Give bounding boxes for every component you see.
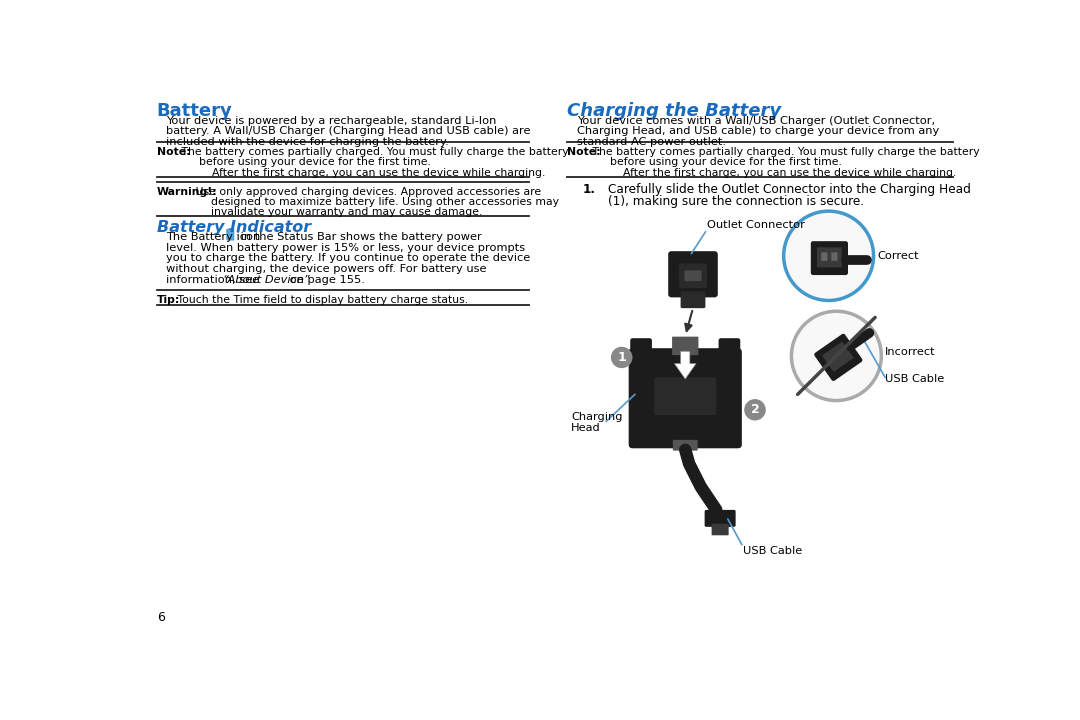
Circle shape [745, 400, 765, 420]
Text: Charging: Charging [571, 412, 623, 422]
Text: in the Status Bar shows the battery power: in the Status Bar shows the battery powe… [237, 232, 482, 242]
Text: without charging, the device powers off. For battery use: without charging, the device powers off.… [166, 264, 486, 274]
Text: Your device comes with a Wall/USB Charger (Outlet Connector,: Your device comes with a Wall/USB Charge… [577, 116, 935, 126]
FancyBboxPatch shape [673, 440, 698, 451]
Ellipse shape [792, 311, 881, 400]
FancyBboxPatch shape [811, 241, 848, 275]
Text: 1: 1 [618, 351, 626, 364]
Text: designed to maximize battery life. Using other accessories may: designed to maximize battery life. Using… [211, 197, 559, 207]
FancyBboxPatch shape [631, 338, 652, 366]
FancyBboxPatch shape [629, 348, 742, 449]
Text: before using your device for the first time.: before using your device for the first t… [610, 157, 842, 167]
Text: Tip:: Tip: [157, 295, 180, 305]
FancyBboxPatch shape [672, 337, 699, 355]
Text: before using your device for the first time.: before using your device for the first t… [200, 157, 431, 167]
Text: on page 155.: on page 155. [286, 275, 365, 285]
FancyBboxPatch shape [669, 251, 718, 297]
Text: USB Cable: USB Cable [886, 374, 944, 384]
Text: After the first charge, you can use the device while charging.: After the first charge, you can use the … [623, 168, 957, 178]
Text: invalidate your warranty and may cause damage.: invalidate your warranty and may cause d… [211, 207, 483, 217]
Text: level. When battery power is 15% or less, your device prompts: level. When battery power is 15% or less… [166, 243, 525, 253]
FancyBboxPatch shape [680, 291, 705, 308]
Text: Touch the Time field to display battery charge status.: Touch the Time field to display battery … [174, 295, 468, 305]
FancyBboxPatch shape [712, 523, 729, 535]
Text: 1.: 1. [583, 183, 596, 196]
FancyBboxPatch shape [654, 377, 716, 415]
FancyBboxPatch shape [229, 228, 232, 230]
FancyBboxPatch shape [832, 252, 837, 261]
FancyBboxPatch shape [816, 248, 841, 267]
Text: Carefully slide the Outlet Connector into the Charging Head: Carefully slide the Outlet Connector int… [608, 183, 971, 196]
Text: (1), making sure the connection is secure.: (1), making sure the connection is secur… [608, 195, 864, 208]
Text: Warning!:: Warning!: [157, 187, 217, 197]
Text: Battery: Battery [157, 102, 232, 120]
Text: Your device is powered by a rechargeable, standard Li-Ion: Your device is powered by a rechargeable… [166, 116, 497, 126]
FancyBboxPatch shape [821, 252, 827, 261]
Text: Note:: Note: [157, 147, 190, 157]
FancyBboxPatch shape [679, 264, 707, 288]
Text: Outlet Connector: Outlet Connector [707, 220, 805, 230]
Text: battery. A Wall/USB Charger (Charging Head and USB cable) are: battery. A Wall/USB Charger (Charging He… [166, 127, 530, 136]
Text: Incorrect: Incorrect [886, 347, 936, 357]
Text: 6: 6 [157, 611, 164, 624]
FancyBboxPatch shape [814, 333, 863, 381]
FancyBboxPatch shape [704, 510, 735, 527]
Text: Battery Indicator: Battery Indicator [157, 220, 311, 235]
Polygon shape [674, 351, 697, 379]
Text: USB Cable: USB Cable [743, 546, 802, 556]
Text: standard AC power outlet.: standard AC power outlet. [577, 138, 726, 147]
Text: included with the device for charging the battery.: included with the device for charging th… [166, 138, 449, 147]
Text: Charging Head, and USB cable) to charge your device from any: Charging Head, and USB cable) to charge … [577, 127, 939, 136]
Text: Use only approved charging devices. Approved accessories are: Use only approved charging devices. Appr… [192, 187, 541, 197]
Text: The Battery icon: The Battery icon [166, 232, 260, 242]
Text: 2: 2 [751, 403, 759, 416]
FancyBboxPatch shape [718, 338, 740, 366]
Circle shape [611, 348, 632, 367]
Text: Head: Head [571, 423, 602, 433]
Text: Correct: Correct [877, 251, 919, 261]
FancyBboxPatch shape [822, 342, 853, 372]
Text: information, see: information, see [166, 275, 262, 285]
Text: you to charge the battery. If you continue to operate the device: you to charge the battery. If you contin… [166, 253, 530, 264]
Text: “About Device”: “About Device” [222, 275, 309, 285]
FancyBboxPatch shape [227, 229, 233, 240]
Text: The battery comes partially charged. You must fully charge the battery: The battery comes partially charged. You… [590, 147, 980, 157]
Text: After the first charge, you can use the device while charging.: After the first charge, you can use the … [213, 168, 545, 178]
FancyBboxPatch shape [685, 271, 702, 282]
Ellipse shape [784, 211, 874, 300]
Text: Note:: Note: [567, 147, 602, 157]
Text: The battery comes partially charged. You must fully charge the battery: The battery comes partially charged. You… [178, 147, 569, 157]
Text: Charging the Battery: Charging the Battery [567, 102, 782, 120]
